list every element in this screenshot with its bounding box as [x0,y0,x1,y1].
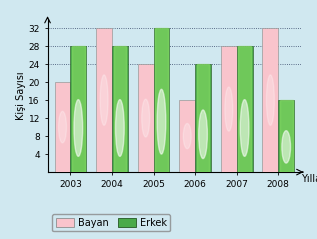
Bar [155,28,168,172]
Ellipse shape [100,75,108,125]
Bar [262,28,278,172]
Bar [55,82,70,172]
Ellipse shape [199,110,207,159]
Ellipse shape [240,100,249,156]
Bar [197,64,209,172]
Ellipse shape [225,87,233,131]
Ellipse shape [115,100,124,156]
Bar [195,64,211,172]
Ellipse shape [74,100,83,156]
Bar [278,100,294,172]
Bar [237,46,253,172]
Bar [153,28,169,172]
Bar [280,100,293,172]
Ellipse shape [157,89,166,154]
Legend: Bayan, Erkek: Bayan, Erkek [52,214,171,231]
Y-axis label: Kişi Sayısı: Kişi Sayısı [16,71,26,120]
Bar [96,28,112,172]
Ellipse shape [59,111,67,143]
Bar [113,46,126,172]
Bar [112,46,128,172]
Bar [138,64,153,172]
Ellipse shape [266,75,274,125]
Bar [72,46,85,172]
Bar [221,46,237,172]
Bar [179,100,195,172]
Ellipse shape [142,99,150,137]
Bar [238,46,251,172]
Ellipse shape [183,124,191,149]
Text: Yıllar: Yıllar [301,174,317,184]
Ellipse shape [282,131,290,163]
Bar [70,46,86,172]
